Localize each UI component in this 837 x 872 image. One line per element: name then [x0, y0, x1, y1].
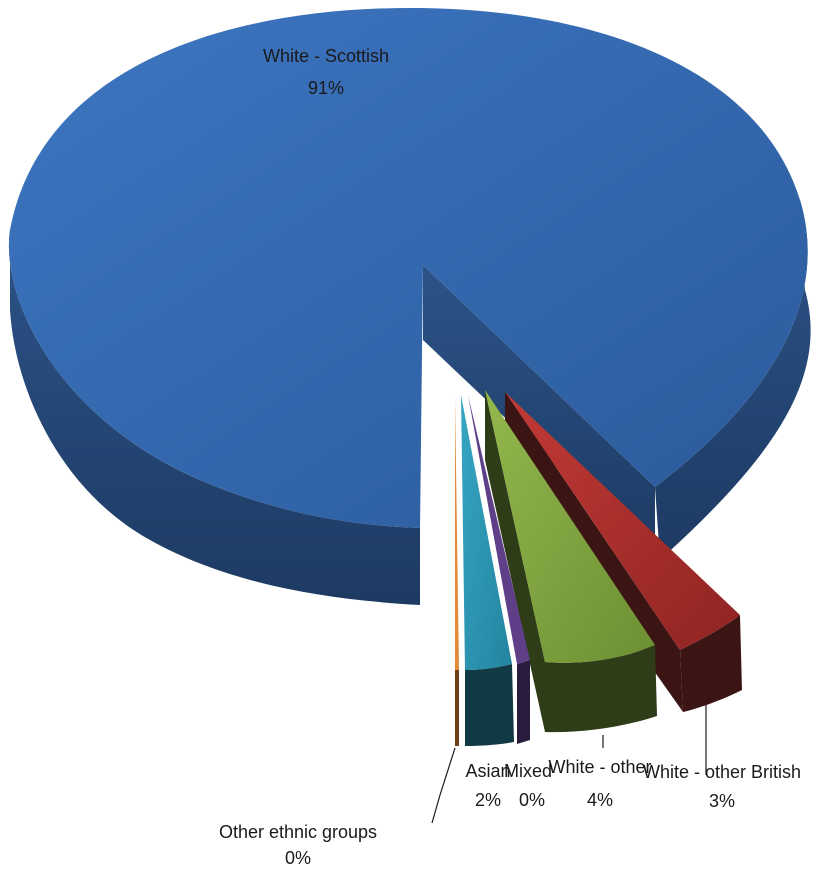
slice-other-ethnic-groups-side [455, 670, 459, 746]
slice-white-scottish-side [8, 230, 420, 605]
data-percent-white-other-british: 3% [709, 791, 735, 811]
slice-white-scottish-top [8, 7, 808, 528]
data-label-white-other-british: White - other British [643, 762, 801, 782]
slice-white-other-top [485, 390, 655, 663]
slice-asian-top [461, 395, 512, 670]
data-label-asian: Asian [465, 761, 510, 781]
data-percent-mixed: 0% [519, 790, 545, 810]
data-percent-other-ethnic-groups: 0% [285, 848, 311, 867]
data-percent-asian: 2% [475, 790, 501, 810]
data-label-white-other: White - other [548, 757, 651, 777]
data-percent-white-other: 4% [587, 790, 613, 810]
slice-white-other-british-side [680, 615, 742, 712]
slice-white-other-inner-wall [485, 390, 545, 732]
data-label-mixed: Mixed [504, 761, 552, 781]
slice-mixed-top [468, 395, 530, 664]
slice-other-ethnic-groups-top [455, 398, 459, 670]
slice-asian [461, 395, 514, 746]
slice-white-other-british-top [505, 392, 740, 650]
slice-other-ethnic-groups [455, 398, 459, 746]
slice-asian-side [465, 664, 514, 746]
data-label-other-ethnic-groups: Other ethnic groups [219, 822, 377, 842]
slice-mixed-side [517, 660, 530, 744]
slice-white-other-side [545, 645, 657, 733]
data-label-white-scottish: White - Scottish [263, 46, 389, 66]
slice-white-scottish-side-right [655, 200, 811, 560]
slice-white-other [485, 390, 657, 733]
data-percent-white-scottish: 91% [308, 78, 344, 98]
leader-line-other-ethnic-groups [431, 747, 456, 824]
slice-white-scottish [8, 7, 811, 605]
slice-mixed [468, 395, 530, 744]
